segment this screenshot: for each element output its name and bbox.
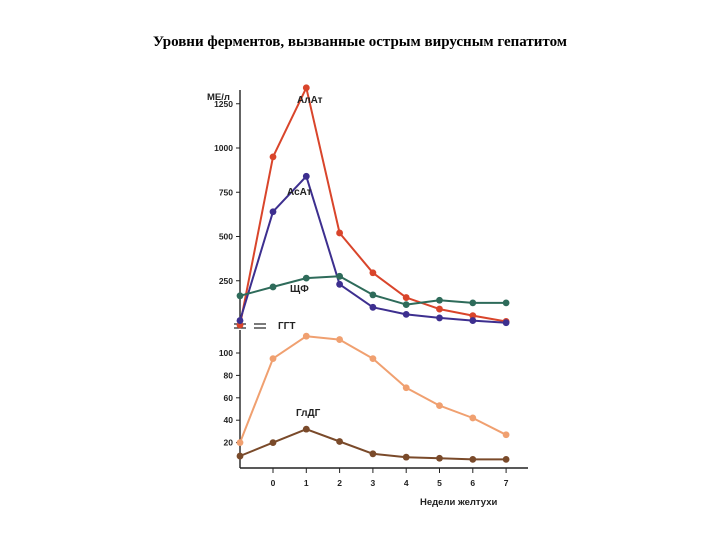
data-point [236,439,244,446]
x-tick-label: 3 [371,478,376,488]
series-line [239,86,507,326]
data-point [502,431,510,439]
data-point [502,456,510,463]
data-point [302,332,310,340]
data-point [369,450,377,458]
data-point [436,314,443,322]
x-tick-label: 4 [404,478,409,488]
data-point [436,454,443,462]
data-point [336,438,343,445]
series-line [239,175,507,324]
data-point [236,292,244,300]
data-point [402,301,410,309]
x-tick-label: 2 [337,478,342,488]
x-tick-label: 7 [504,478,509,488]
data-point [502,319,510,327]
data-point [369,269,377,277]
data-point [336,280,343,288]
data-point [402,294,410,301]
data-point [469,317,477,324]
data-point [436,305,443,313]
series-label: ГлДГ [296,408,321,419]
y-tick-label: 500 [219,232,233,242]
data-point [469,414,477,422]
y-tick-label: 750 [219,187,233,197]
data-point [402,310,410,318]
data-point [302,274,310,282]
y-tick-label: 20 [224,438,234,448]
data-point [302,425,310,433]
data-point [402,384,410,392]
data-point [469,456,477,463]
data-point [269,153,277,161]
y-tick-label: 100 [219,348,233,358]
x-tick-label: 1 [304,478,309,488]
y-tick-label: 250 [219,276,233,286]
series-label: ГГТ [278,321,295,332]
data-point [469,312,477,320]
data-point [236,452,244,460]
y-axis-label: МЕ/л [207,92,230,103]
data-point [336,336,343,343]
data-point [369,355,377,362]
chart-labels: 1250 1000 750 500 250 100 80 60 40 20 0 1 2 3 4 5 6 7 МЕ/л… [207,92,509,508]
x-tick-label: 0 [271,478,276,488]
series-points [236,84,510,463]
data-point [502,299,510,307]
series-label: ЩФ [290,284,309,295]
series-label: АсАт [287,187,312,198]
data-point [269,355,277,362]
data-point [269,283,277,291]
series-line [239,335,507,443]
data-point [369,291,377,299]
page-title: Уровни ферментов, вызванные острым вирус… [152,34,568,50]
x-tick-label: 6 [470,478,475,488]
data-point [469,299,477,307]
data-point [269,439,277,446]
data-point [369,303,377,311]
data-point [336,229,343,237]
data-point [402,453,410,461]
data-point [436,296,443,304]
data-point [302,84,310,92]
y-tick-label: 1250 [214,99,233,109]
data-point [236,317,244,324]
y-tick-label: 40 [224,415,234,425]
x-tick-label: 5 [437,478,442,488]
data-point [269,208,277,216]
y-tick-label: 80 [224,370,234,380]
y-tick-label: 60 [224,393,234,403]
x-axis-label: Недели желтухи [420,497,497,508]
y-tick-label: 1000 [214,143,233,153]
data-point [336,272,343,280]
series-label: АлАт [297,95,323,106]
series-line [239,275,507,306]
data-point [436,402,443,410]
data-point [302,172,310,180]
